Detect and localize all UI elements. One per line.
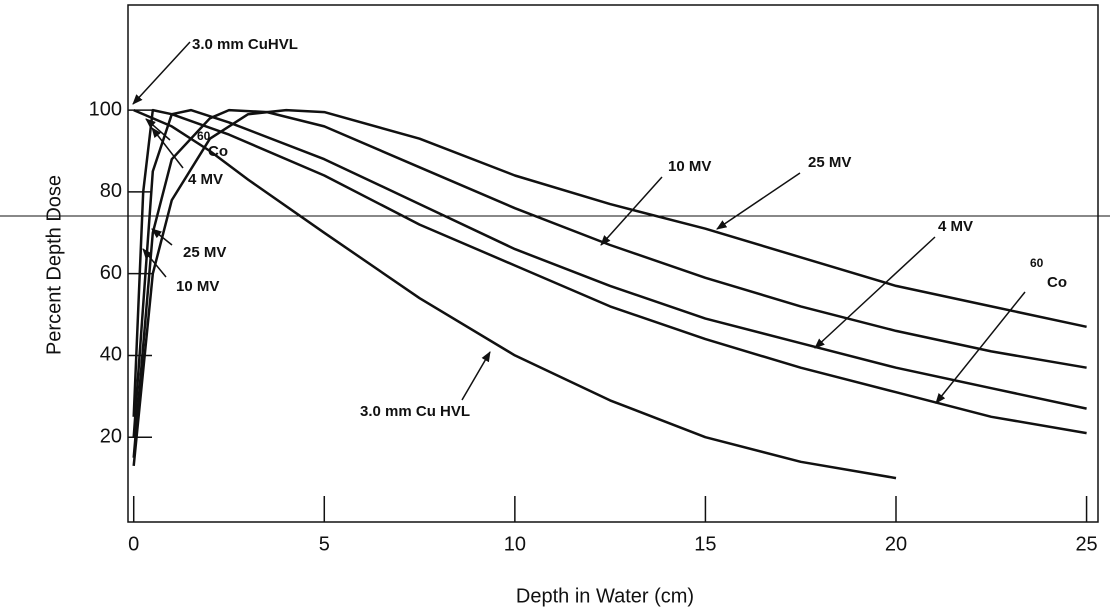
series-label: Co [1047, 274, 1067, 291]
curve [132, 108, 1087, 458]
arrow [151, 127, 184, 169]
x-tick-label: 0 [128, 533, 139, 555]
annotation: 3.0 mm CuHVL [192, 36, 298, 53]
annotation: 25 MV [183, 244, 226, 261]
x-tick-label: 15 [694, 533, 716, 555]
y-tick-label: 60 [100, 262, 122, 284]
annotation: 3.0 mm Cu HVL [360, 403, 470, 420]
y-tick-label: 20 [100, 426, 122, 448]
y-tick-label: 80 [100, 180, 122, 202]
x-tick-label: 20 [885, 533, 907, 555]
series-label: 4 MV [938, 218, 973, 235]
curve [132, 108, 1087, 438]
curve [132, 108, 1087, 435]
arrow [600, 176, 663, 246]
annotation: 10 MV [176, 278, 219, 295]
x-tick-label: 10 [504, 533, 526, 555]
arrow [461, 351, 491, 401]
series-label: 10 MV [668, 158, 711, 175]
series-label: 25 MV [808, 154, 851, 171]
plot-frame [127, 4, 1099, 523]
y-axis-title: Percent Depth Dose [43, 175, 65, 355]
arrow [814, 236, 936, 349]
arrows [132, 41, 1026, 404]
annotation: 60 [197, 129, 211, 143]
x-axis-title: Depth in Water (cm) [516, 585, 694, 607]
annotation: 4 MV [188, 171, 223, 188]
y-tick-label: 100 [89, 98, 122, 120]
annotation: 60 [1030, 256, 1044, 270]
y-tick-label: 40 [100, 344, 122, 366]
curve [133, 108, 897, 480]
arrow [716, 172, 801, 230]
annotation: Co [208, 143, 228, 160]
x-tick-label: 5 [319, 533, 330, 555]
x-tick-label: 25 [1075, 533, 1097, 555]
curve [132, 108, 1087, 467]
arrow [132, 41, 191, 105]
